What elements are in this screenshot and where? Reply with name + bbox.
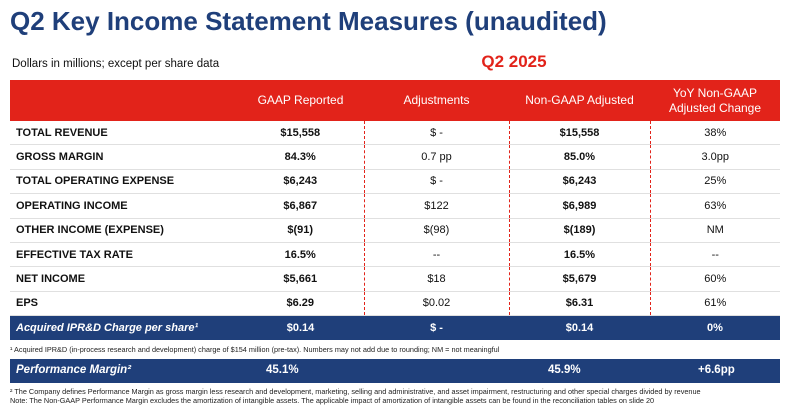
yoy-value: 38% xyxy=(649,121,780,146)
yoy-value: 25% xyxy=(649,169,780,195)
gaap-value: $5,661 xyxy=(237,266,365,292)
non-gaap-value: $5,679 xyxy=(508,266,650,292)
table-row: EPS $6.29 $0.02 $6.31 61% xyxy=(10,291,780,317)
row-label: GROSS MARGIN xyxy=(10,144,237,170)
header-non-gaap-adjusted: Non-GAAP Adjusted xyxy=(509,80,650,121)
row-label: TOTAL OPERATING EXPENSE xyxy=(10,169,237,195)
table-row: EFFECTIVE TAX RATE 16.5% -- 16.5% -- xyxy=(10,242,780,268)
table-row: NET INCOME $5,661 $18 $5,679 60% xyxy=(10,266,780,292)
yoy-value: 3.0pp xyxy=(649,144,780,170)
adjustment-value: $ - xyxy=(364,121,509,146)
performance-margin-label: Performance Margin² xyxy=(16,364,132,376)
footnotes-performance-margin: ² The Company defines Performance Margin… xyxy=(10,387,701,405)
adjustment-value: -- xyxy=(364,242,509,268)
performance-margin-yoy: +6.6pp xyxy=(698,364,735,376)
gaap-value: 16.5% xyxy=(237,242,365,268)
footnote-iprd: ¹ Acquired IPR&D (in-process research an… xyxy=(10,345,500,354)
header-gaap-reported: GAAP Reported xyxy=(237,80,364,121)
row-label: TOTAL REVENUE xyxy=(10,121,237,146)
period-label: Q2 2025 xyxy=(481,52,547,71)
row-label: NET INCOME xyxy=(10,266,237,292)
gaap-value: $6.29 xyxy=(237,291,365,317)
gaap-value: $6,867 xyxy=(237,193,365,219)
iprd-gaap-value: $0.14 xyxy=(237,315,364,341)
yoy-value: 61% xyxy=(649,291,780,317)
adjustment-value: $ - xyxy=(364,169,509,195)
header-yoy-change: YoY Non-GAAP Adjusted Change xyxy=(650,80,780,121)
adjustment-value: $122 xyxy=(364,193,509,219)
units-subtitle: Dollars in millions; except per share da… xyxy=(12,58,220,70)
row-label: EPS xyxy=(10,291,237,317)
table-row: TOTAL OPERATING EXPENSE $6,243 $ - $6,24… xyxy=(10,169,780,195)
non-gaap-value: $(189) xyxy=(508,218,650,243)
header-adjustments: Adjustments xyxy=(364,80,509,121)
adjustment-value: $(98) xyxy=(364,218,509,243)
table-header-row: GAAP Reported Adjustments Non-GAAP Adjus… xyxy=(10,80,780,121)
gaap-value: 84.3% xyxy=(237,144,365,170)
non-gaap-value: 85.0% xyxy=(508,144,650,170)
table-row: TOTAL REVENUE $15,558 $ - $15,558 38% xyxy=(10,121,780,146)
iprd-yoy-value: 0% xyxy=(650,315,780,341)
iprd-adjustment-value: $ - xyxy=(364,315,509,341)
gaap-value: $(91) xyxy=(237,218,365,243)
page-title: Q2 Key Income Statement Measures (unaudi… xyxy=(10,6,607,36)
gaap-value: $6,243 xyxy=(237,169,365,195)
footnote-note: Note: The Non-GAAP Performance Margin ex… xyxy=(10,396,655,405)
non-gaap-value: 16.5% xyxy=(508,242,650,268)
table-row: OPERATING INCOME $6,867 $122 $6,989 63% xyxy=(10,193,780,219)
adjustment-value: 0.7 pp xyxy=(364,144,509,170)
performance-margin-gaap: 45.1% xyxy=(266,364,299,376)
non-gaap-value: $6.31 xyxy=(508,291,650,317)
row-label: OPERATING INCOME xyxy=(10,193,237,219)
iprd-non-gaap-value: $0.14 xyxy=(509,315,650,341)
table-row: GROSS MARGIN 84.3% 0.7 pp 85.0% 3.0pp xyxy=(10,144,780,170)
adjustment-value: $18 xyxy=(364,266,509,292)
footnote-definition: ² The Company defines Performance Margin… xyxy=(10,387,701,396)
iprd-row: Acquired IPR&D Charge per share¹ $0.14 $… xyxy=(10,315,780,341)
yoy-value: -- xyxy=(649,242,780,268)
non-gaap-value: $15,558 xyxy=(508,121,650,146)
non-gaap-value: $6,243 xyxy=(508,169,650,195)
performance-margin-bar: Performance Margin² 45.1% 45.9% +6.6pp xyxy=(10,359,780,383)
non-gaap-value: $6,989 xyxy=(508,193,650,219)
yoy-value: 63% xyxy=(649,193,780,219)
header-metric xyxy=(10,80,237,121)
yoy-value: 60% xyxy=(649,266,780,292)
table-row: OTHER INCOME (EXPENSE) $(91) $(98) $(189… xyxy=(10,218,780,243)
adjustment-value: $0.02 xyxy=(364,291,509,317)
income-statement-table: GAAP Reported Adjustments Non-GAAP Adjus… xyxy=(10,80,780,341)
iprd-label: Acquired IPR&D Charge per share¹ xyxy=(10,315,237,341)
gaap-value: $15,558 xyxy=(237,121,365,146)
performance-margin-non-gaap: 45.9% xyxy=(548,364,581,376)
yoy-value: NM xyxy=(649,218,780,243)
row-label: EFFECTIVE TAX RATE xyxy=(10,242,237,268)
row-label: OTHER INCOME (EXPENSE) xyxy=(10,218,237,243)
